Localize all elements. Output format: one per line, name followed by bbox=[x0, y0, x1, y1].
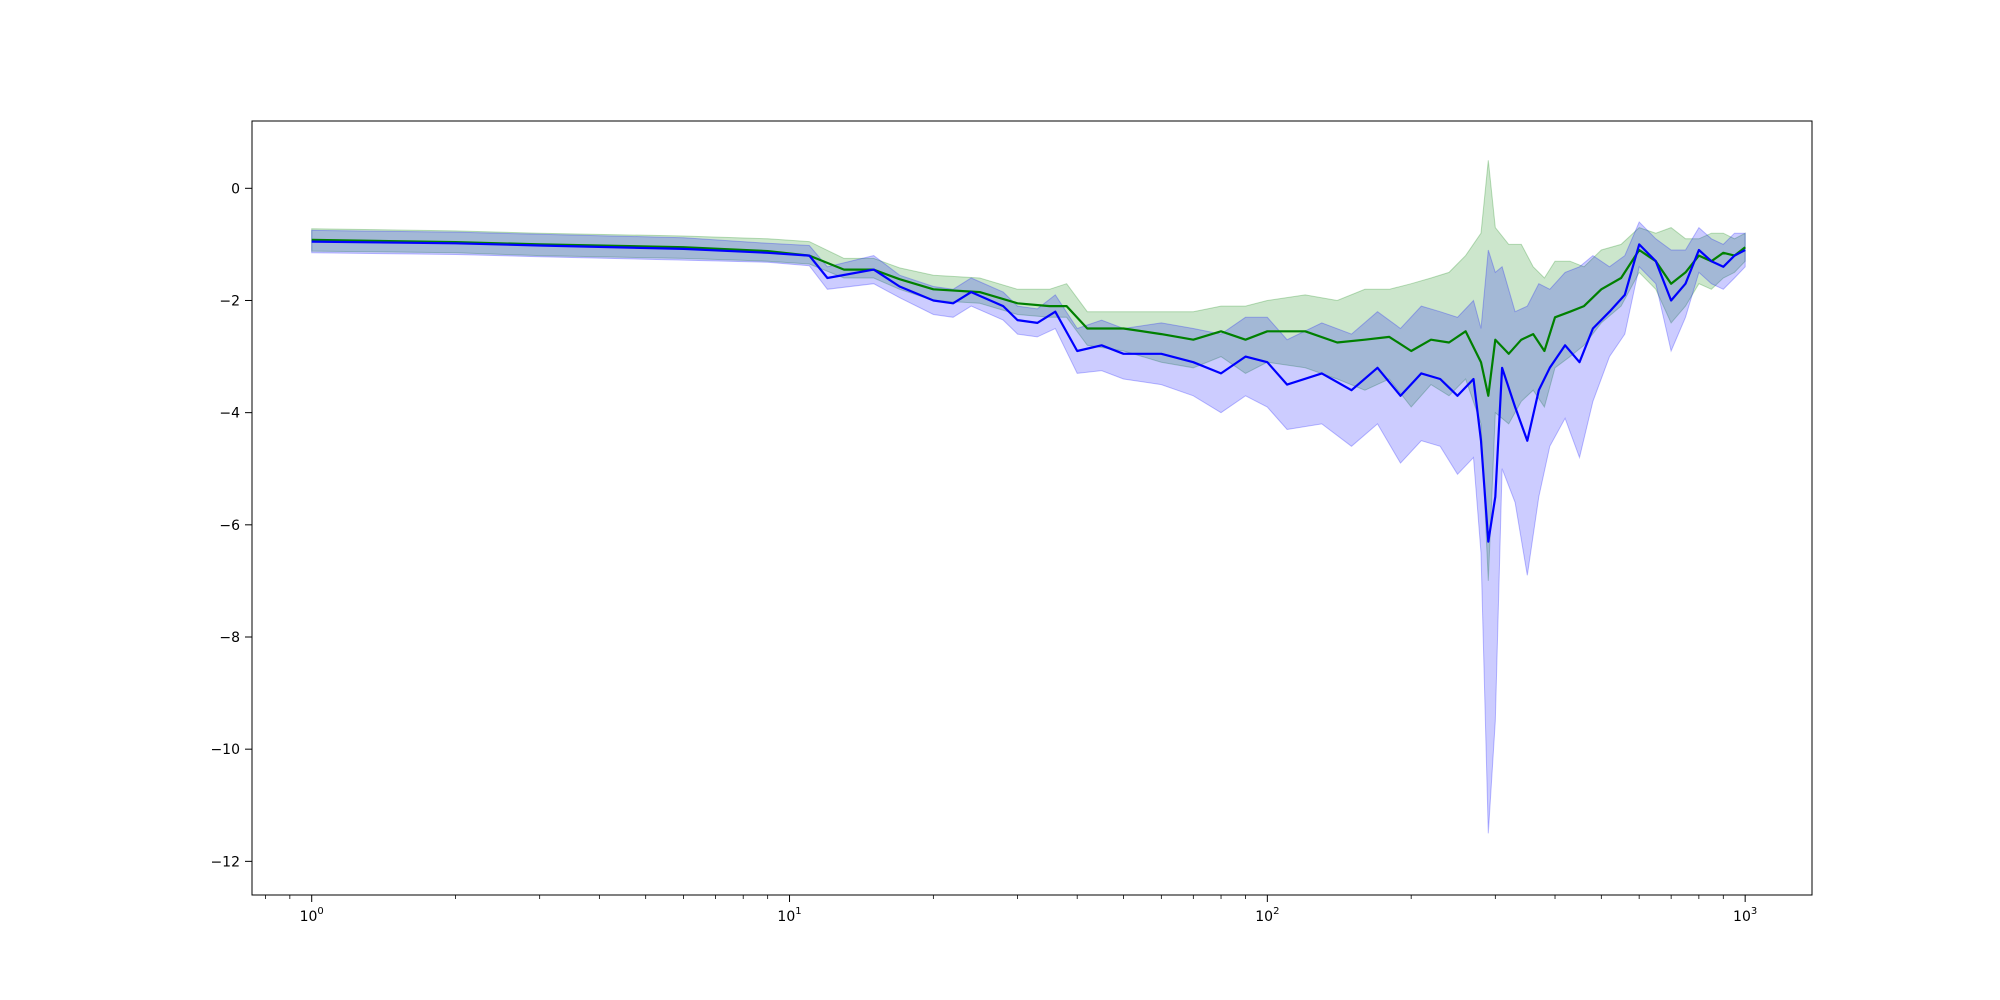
y-tick-label: −8 bbox=[219, 630, 240, 646]
y-tick-label: −6 bbox=[219, 518, 240, 534]
x-tick-label: 102 bbox=[1255, 906, 1279, 925]
y-tick-label: 0 bbox=[231, 181, 240, 197]
series-1-band bbox=[311, 160, 1746, 581]
x-tick-label: 100 bbox=[300, 906, 324, 925]
y-tick-label: −4 bbox=[219, 406, 240, 422]
x-tick-label: 101 bbox=[777, 906, 801, 925]
y-tick-label: −12 bbox=[210, 854, 240, 870]
series-2-band bbox=[311, 221, 1746, 834]
y-tick-label: −2 bbox=[219, 293, 240, 309]
series-lines bbox=[311, 238, 1746, 543]
series-2-line bbox=[311, 240, 1746, 543]
plot-area-frame bbox=[251, 120, 1813, 896]
y-axis: 0 −2 −4 −6 −8 −10 −12 bbox=[210, 181, 252, 870]
y-tick-label: −10 bbox=[210, 742, 240, 758]
confidence-bands bbox=[311, 160, 1746, 834]
x-axis: 100 101 102 103 bbox=[264, 895, 1757, 925]
x-tick-label: 103 bbox=[1733, 906, 1757, 925]
